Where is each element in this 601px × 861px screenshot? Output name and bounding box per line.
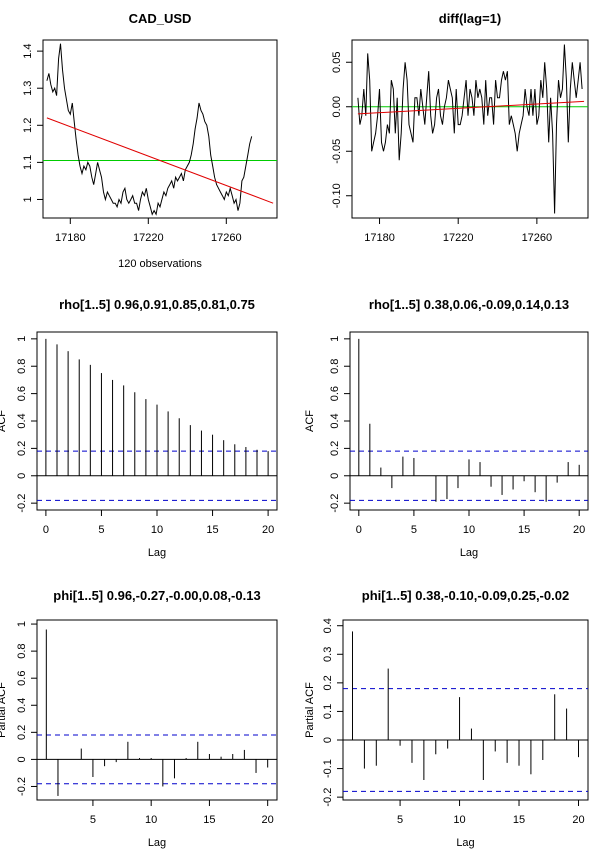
plot-frame	[342, 619, 589, 801]
y-tick-label: 0.2	[16, 441, 28, 456]
y-tick-label: 0.2	[16, 725, 28, 740]
x-axis-label: Lag	[148, 547, 166, 559]
y-axis-label: Partial ACF	[0, 682, 8, 738]
y-tick-label: 1.3	[22, 81, 34, 96]
chart-title: rho[1..5] 0.38,0.06,-0.09,0.14,0.13	[369, 297, 569, 312]
x-tick-label: 15	[518, 524, 530, 536]
y-tick-label: 0.8	[16, 643, 28, 658]
x-tick-label: 17260	[522, 232, 553, 244]
chart-title: phi[1..5] 0.96,-0.27,-0.00,0.08,-0.13	[53, 588, 260, 603]
panel-series: CAD_USD 120 observations 17180 17220 17260 1 1…	[22, 11, 278, 270]
y-tick-label: -0.2	[329, 494, 341, 513]
series-line	[357, 44, 583, 214]
panel-pacf2: phi[1..5] 0.38,-0.10,-0.09,0.25,-0.02 Lag…	[304, 588, 589, 849]
x-tick-label: 15	[513, 814, 525, 826]
x-tick-label: 20	[262, 814, 274, 826]
y-axis-label: Partial ACF	[304, 682, 316, 738]
y-tick-label: 0.8	[16, 359, 28, 374]
x-axis-label: Lag	[460, 547, 478, 559]
y-tick-label: -0.2	[16, 494, 28, 513]
y-tick-label: 0	[16, 473, 28, 479]
y-tick-label: 0.4	[322, 618, 334, 633]
x-tick-label: 0	[43, 524, 49, 536]
x-tick-label: 17180	[364, 232, 395, 244]
trend-line	[46, 117, 274, 204]
y-axis-label: ACF	[0, 410, 8, 432]
x-tick-label: 5	[411, 524, 417, 536]
x-tick-label: 15	[203, 814, 215, 826]
y-tick-label: 1	[16, 336, 28, 342]
x-tick-label: 20	[262, 524, 274, 536]
x-axis-label: Lag	[456, 837, 474, 849]
y-tick-label: 1.2	[22, 118, 34, 133]
y-tick-label: 0.6	[329, 386, 341, 401]
y-tick-label: 1	[22, 196, 34, 202]
chart-title: rho[1..5] 0.96,0.91,0.85,0.81,0.75	[59, 297, 255, 312]
y-tick-label: -0.10	[331, 183, 343, 208]
panel-diff: diff(lag=1) 17180 17220 17260 -0.10 -0.05 0.00…	[331, 11, 589, 244]
y-tick-label: 0.00	[331, 96, 343, 117]
x-tick-label: 15	[206, 524, 218, 536]
x-axis-label: Lag	[148, 837, 166, 849]
x-tick-label: 10	[463, 524, 475, 536]
y-tick-label: 0.2	[322, 675, 334, 690]
y-tick-label: 0.1	[322, 704, 334, 719]
x-tick-label: 0	[356, 524, 362, 536]
x-tick-label: 17220	[443, 232, 474, 244]
y-tick-label: 0.4	[16, 413, 28, 428]
x-tick-label: 17260	[211, 232, 242, 244]
panel-pacf1: phi[1..5] 0.96,-0.27,-0.00,0.08,-0.13 Lag…	[0, 588, 278, 849]
y-tick-label: 0.4	[16, 698, 28, 713]
y-tick-label: -0.2	[322, 788, 334, 807]
plot-frame	[42, 39, 278, 219]
x-tick-label: 10	[145, 814, 157, 826]
y-tick-label: 0.2	[329, 441, 341, 456]
y-tick-label: 0.4	[329, 413, 341, 428]
x-tick-label: 10	[453, 814, 465, 826]
y-axis-label: ACF	[304, 410, 316, 432]
x-tick-label: 17220	[133, 232, 164, 244]
trend-line	[357, 100, 585, 115]
y-tick-label: 0.6	[16, 671, 28, 686]
y-tick-label: 0.05	[331, 52, 343, 73]
x-tick-label: 5	[90, 814, 96, 826]
y-tick-label: -0.05	[331, 139, 343, 164]
x-tick-label: 20	[572, 814, 584, 826]
y-tick-label: 1.1	[22, 155, 34, 170]
x-tick-label: 20	[573, 524, 585, 536]
y-tick-label: -0.1	[322, 759, 334, 778]
plot-frame	[349, 331, 589, 511]
observation-count-label: 120 observations	[118, 258, 202, 270]
y-tick-label: 0	[322, 737, 334, 743]
x-tick-label: 5	[397, 814, 403, 826]
x-tick-label: 17180	[55, 232, 86, 244]
panel-acf2: rho[1..5] 0.38,0.06,-0.09,0.14,0.13 Lag AC…	[304, 297, 589, 559]
y-tick-label: 1	[329, 336, 341, 342]
chart-title: CAD_USD	[129, 11, 192, 26]
y-tick-label: 0.8	[329, 359, 341, 374]
y-tick-label: 0	[329, 473, 341, 479]
y-tick-label: 1.4	[22, 43, 34, 58]
y-tick-label: -0.2	[16, 777, 28, 796]
y-tick-label: 0	[16, 756, 28, 762]
y-tick-label: 1	[16, 621, 28, 627]
panel-acf1: rho[1..5] 0.96,0.91,0.85,0.81,0.75 Lag ACF…	[0, 297, 278, 559]
y-tick-label: 0.6	[16, 386, 28, 401]
x-tick-label: 5	[98, 524, 104, 536]
chart-title: diff(lag=1)	[439, 11, 501, 26]
chart-title: phi[1..5] 0.38,-0.10,-0.09,0.25,-0.02	[362, 588, 569, 603]
series-line	[46, 43, 253, 216]
plot-frame	[351, 39, 589, 219]
y-tick-label: 0.3	[322, 647, 334, 662]
plot-frame	[36, 619, 278, 801]
x-tick-label: 10	[151, 524, 163, 536]
